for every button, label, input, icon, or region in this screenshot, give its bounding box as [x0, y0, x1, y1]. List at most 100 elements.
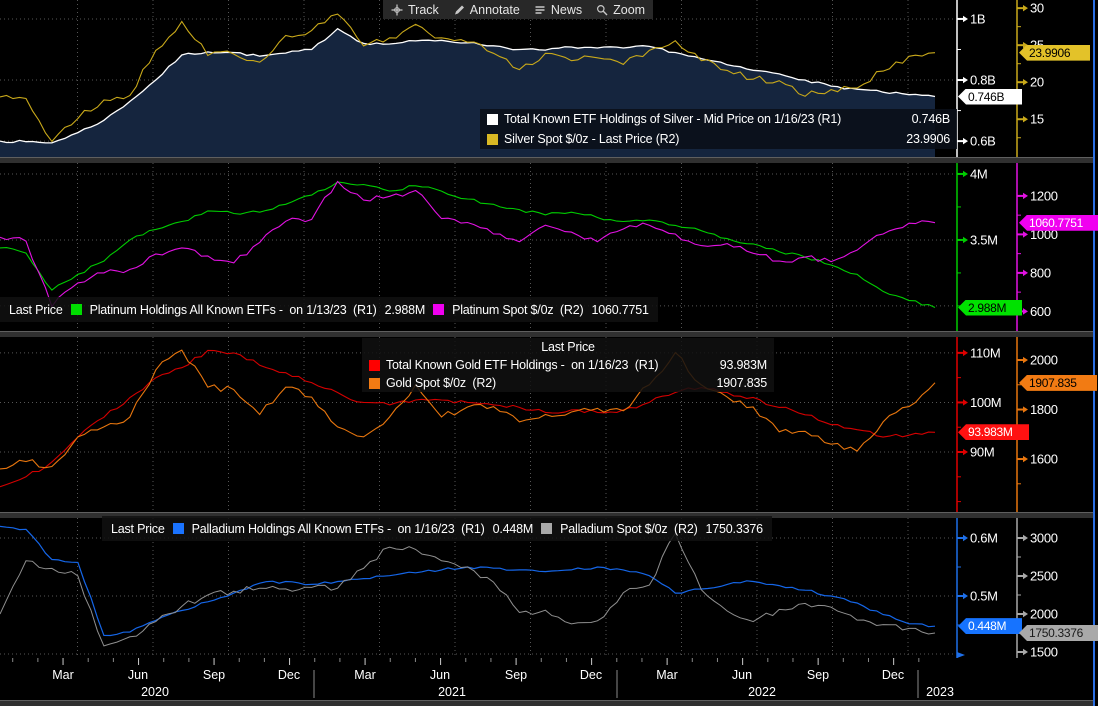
axis-tick-label: 15 [1030, 112, 1044, 127]
gold-etf-swatch [369, 359, 380, 371]
axis-tick-arrow [1023, 4, 1028, 12]
silver-spot-0z-axis-value-tag: 23.9906 [1019, 44, 1090, 61]
axis-tick-arrow [1023, 648, 1028, 656]
year-label: 2023 [926, 685, 954, 699]
bottom-scrollbar[interactable] [0, 700, 1093, 706]
axis-tick-label: 0.6B [970, 134, 996, 149]
axis-end-arrow [957, 652, 965, 658]
gold-legend-title: Last Price [541, 340, 595, 354]
silver-etf-swatch [487, 113, 498, 125]
panel-divider-3[interactable] [0, 512, 1093, 518]
time-axis: Mar Jun Sep Dec Mar Jun Sep Dec Mar Jun Sep Dec 2020… [12, 658, 954, 699]
axis-tick-arrow [963, 592, 968, 600]
axis-tick-label: 1500 [1030, 644, 1058, 659]
axis-tick-label: 2500 [1030, 568, 1058, 583]
gold-spot-0z-axis-value-tag: 1907.835 [1019, 374, 1097, 391]
axis-tick-arrow [1023, 231, 1028, 238]
axis-tick-label: 1600 [1030, 452, 1058, 467]
year-label: 2021 [438, 685, 466, 699]
platinum-etf-legend-label: Platinum Holdings All Known ETFs - on 1/… [89, 302, 377, 317]
axis-tick-arrow [1023, 116, 1028, 123]
silver-spot-swatch [487, 133, 498, 145]
gold-etf-legend-value: 93.983M [719, 358, 767, 372]
axis-tick-label: 30 [1030, 1, 1044, 16]
month-label: Jun [128, 668, 148, 682]
silver-spot-0z-line [0, 13, 936, 143]
toolbar-label-annotate: Annotate [469, 2, 520, 17]
gold-spot-legend-label: Gold Spot $/0z (R2) [386, 376, 496, 390]
silver-etf-legend-row: Total Known ETF Holdings of Silver - Mid… [480, 109, 957, 129]
axis-tick-label: 2000 [1030, 353, 1058, 368]
axis-tick-arrow [963, 448, 968, 456]
month-label: Dec [278, 668, 300, 682]
axis-tick-arrow [1023, 192, 1028, 200]
axis-tick-arrow [1023, 356, 1028, 364]
chart-toolbar: Track Annotate News Zoom [383, 0, 654, 19]
silver-spot-legend-row: Silver Spot $/0z - Last Price (R2) 23.99… [480, 129, 957, 149]
total-known-gold-etf-holdings-axis-value-tag: 93.983M [958, 424, 1029, 441]
axis-tick-arrow [963, 15, 968, 23]
palladium-legend: Last Price Palladium Holdings All Known … [102, 516, 772, 541]
axis-tick-label: 600 [1030, 304, 1051, 319]
gold-spot-legend-row: Gold Spot $/0z (R2) 1907.835 [362, 374, 774, 392]
gold-etf-legend-row: Total Known Gold ETF Holdings - on 1/16/… [362, 356, 774, 374]
month-label: Dec [882, 668, 904, 682]
total-known-etf-holdings-of-silver-axis-value-tag: 0.746B [958, 88, 1022, 105]
panel-divider-1[interactable] [0, 157, 1093, 163]
axis-tick-arrow [1023, 572, 1028, 580]
month-label: Sep [505, 668, 527, 682]
silver-etf-legend-value: 0.746B [911, 112, 951, 126]
palladium-panel-group: 0.6M 0.5M 3000 2500 2000 1500 [0, 518, 1058, 659]
month-label: Sep [807, 668, 829, 682]
axis-tick-arrow [1023, 406, 1028, 413]
platinum-spot-0z-line [0, 180, 936, 308]
month-label: Mar [52, 668, 74, 682]
toolbar-label-zoom: Zoom [613, 2, 646, 17]
platinum-spot-0z-axis-value-tag: 1060.7751 [1019, 214, 1098, 231]
toolbar-button-track[interactable]: Track [391, 3, 439, 17]
gold-spot-swatch [369, 377, 380, 389]
zoom-magnifier-icon [597, 4, 608, 15]
year-label: 2020 [141, 685, 169, 699]
toolbar-label-news: News [550, 2, 583, 17]
axis-tick-label: 110M [970, 345, 1000, 360]
platinum-holdings-all-known-etfs-line [0, 181, 936, 308]
gold-spot-0z-line [0, 349, 936, 470]
silver-legend: Total Known ETF Holdings of Silver - Mid… [480, 109, 957, 149]
month-label: Mar [656, 668, 678, 682]
silver-spot-legend-value: 23.9906 [906, 132, 950, 146]
month-label: Dec [580, 668, 602, 682]
axis-tick-arrow [963, 236, 968, 244]
palladium-etf-legend-label: Palladium Holdings All Known ETFs - on 1… [191, 521, 485, 536]
month-label: Sep [203, 668, 225, 682]
axis-tick-arrow [1023, 610, 1028, 618]
platinum-legend-title: Last Price [9, 302, 63, 317]
axis-tick-label: 3000 [1030, 530, 1058, 545]
palladium-spot-0z-axis-value-tag: 1750.3376 [1019, 624, 1098, 641]
toolbar-button-news[interactable]: News [534, 3, 582, 17]
palladium-holdings-all-known-etfs-line [0, 525, 936, 637]
axis-tick-label: 4M [970, 166, 987, 181]
toolbar-button-annotate[interactable]: Annotate [453, 3, 520, 17]
total-known-gold-etf-holdings-line [0, 349, 936, 488]
axis-tick-label: 90M [970, 445, 994, 460]
palladium-etf-legend-value: 0.448M [492, 521, 534, 536]
axis-tick-arrow [1023, 269, 1028, 277]
year-label: 2022 [748, 685, 776, 699]
axis-tick-arrow [963, 76, 968, 84]
window-right-border [1093, 0, 1095, 706]
axis-tick-label: 0.6M [970, 531, 998, 546]
month-label: Jun [732, 668, 752, 682]
gold-panel-group: 110M 100M 90M 2000 1800 1600 [0, 337, 1058, 512]
gold-etf-legend-label: Total Known Gold ETF Holdings - on 1/16/… [386, 358, 659, 372]
axis-tick-arrow [1023, 534, 1028, 542]
toolbar-button-zoom[interactable]: Zoom [596, 3, 645, 17]
month-label: Jun [430, 668, 450, 682]
axis-tick-arrow [963, 170, 968, 178]
palladium-spot-swatch [541, 523, 553, 534]
axis-tick-arrow [963, 137, 968, 145]
platinum-spot-legend-label: Platinum Spot $/0z (R2) [452, 302, 584, 317]
panel-divider-2[interactable] [0, 331, 1093, 337]
